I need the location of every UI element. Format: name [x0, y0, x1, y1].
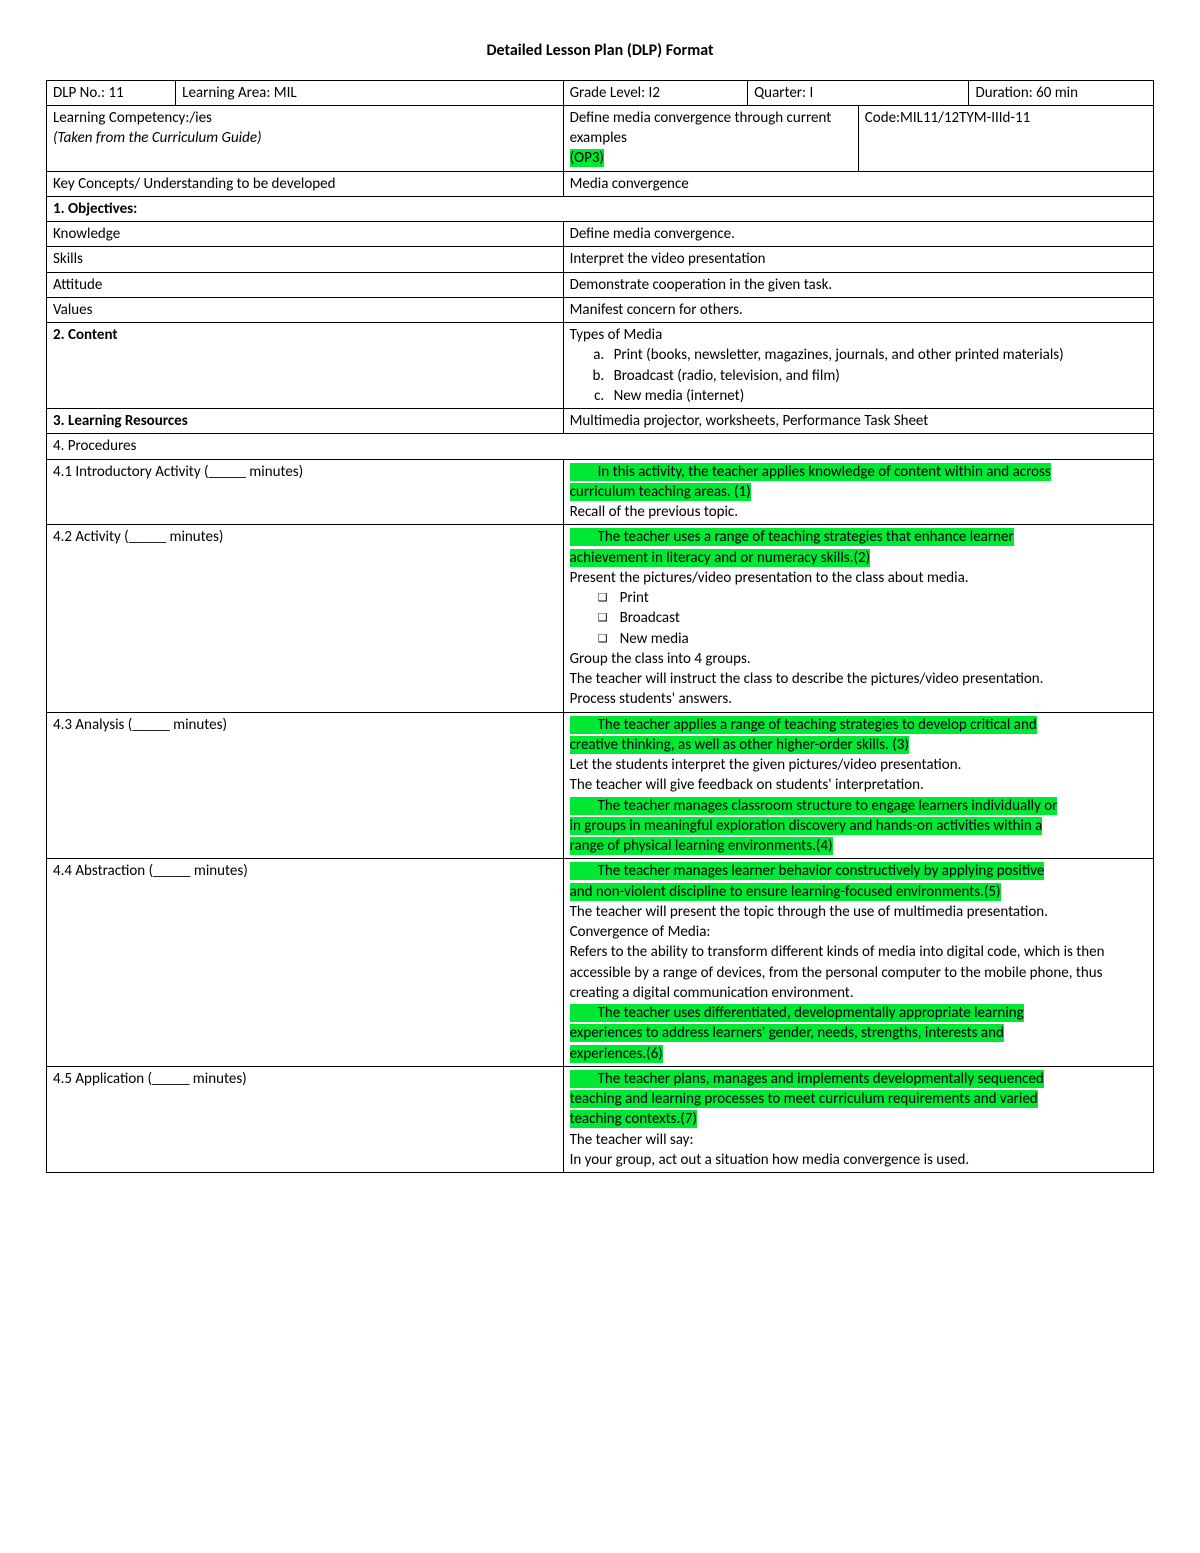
quarter: Quarter: I	[748, 80, 969, 105]
obj-skills-label: Skills	[47, 247, 564, 272]
proc-42-line2: Present the pictures/video presentation …	[570, 569, 969, 587]
proc-44-hl1a: The teacher manages learner behavior con…	[570, 862, 1045, 880]
proc-45-label: 4.5 Application (_____ minutes)	[47, 1066, 564, 1172]
proc-44-line2: The teacher will present the topic throu…	[570, 903, 1048, 921]
proc-44-body: The teacher manages learner behavior con…	[563, 859, 1153, 1067]
page-title: Detailed Lesson Plan (DLP) Format	[46, 40, 1154, 62]
proc-44-hl2b: experiences to address learners' gender,…	[570, 1024, 1004, 1042]
proc-41-hl1a: In this activity, the teacher applies kn…	[570, 463, 1051, 481]
proc-42-line3: Group the class into 4 groups.	[570, 650, 751, 668]
obj-knowledge-label: Knowledge	[47, 222, 564, 247]
content-c: New media (internet)	[608, 386, 1147, 406]
proc-44-label: 4.4 Abstraction (_____ minutes)	[47, 859, 564, 1067]
proc-43-hl2b: in groups in meaningful exploration disc…	[570, 817, 1043, 835]
code: Code:MIL11/12TYM-IIId-11	[858, 105, 1153, 171]
resources-val: Multimedia projector, worksheets, Perfor…	[563, 409, 1153, 434]
obj-skills-val: Interpret the video presentation	[563, 247, 1153, 272]
proc-43-hl2a: The teacher manages classroom structure …	[570, 797, 1058, 815]
learning-area: Learning Area: MIL	[176, 80, 563, 105]
proc-45-hl1a: The teacher plans, manages and implement…	[570, 1070, 1044, 1088]
proc-45-hl1b: teaching and learning processes to meet …	[570, 1090, 1038, 1108]
proc-45-body: The teacher plans, manages and implement…	[563, 1066, 1153, 1172]
grade-level: Grade Level: I2	[563, 80, 748, 105]
proc-44-line3: Convergence of Media:	[570, 923, 711, 941]
proc-43-line3: The teacher will give feedback on studen…	[570, 776, 924, 794]
duration: Duration: 60 min	[969, 80, 1154, 105]
proc-42-hl1a: The teacher uses a range of teaching str…	[570, 528, 1014, 546]
proc-41-hl1b: curriculum teaching areas. (1)	[570, 483, 751, 501]
key-concepts-val: Media convergence	[563, 171, 1153, 196]
proc-42-hl1b: achievement in literacy and or numeracy …	[570, 549, 871, 567]
proc-43-hl1a: The teacher applies a range of teaching …	[570, 716, 1037, 734]
proc-43-label: 4.3 Analysis (_____ minutes)	[47, 712, 564, 859]
proc-41-line2: Recall of the previous topic.	[570, 503, 738, 521]
dlp-no: DLP No.: 11	[47, 80, 176, 105]
competency-label-cell: Learning Competency:/ies (Taken from the…	[47, 105, 564, 171]
proc-42-b1: Print	[620, 588, 1147, 608]
dlp-table: DLP No.: 11 Learning Area: MIL Grade Lev…	[46, 80, 1154, 1174]
proc-45-line2: The teacher will say:	[570, 1131, 694, 1149]
proc-44-hl2c: experiences.(6)	[570, 1045, 663, 1063]
proc-43-hl2c: range of physical learning environments.…	[570, 837, 833, 855]
op3: (OP3)	[570, 149, 604, 167]
content-b: Broadcast (radio, television, and film)	[608, 366, 1147, 386]
obj-knowledge-val: Define media convergence.	[563, 222, 1153, 247]
proc-43-hl1b: creative thinking, as well as other high…	[570, 736, 909, 754]
proc-42-label: 4.2 Activity (_____ minutes)	[47, 525, 564, 712]
proc-44-hl2a: The teacher uses differentiated, develop…	[570, 1004, 1024, 1022]
proc-43-line2: Let the students interpret the given pic…	[570, 756, 962, 774]
competency-label: Learning Competency:/ies	[53, 109, 212, 127]
proc-41-label: 4.1 Introductory Activity (_____ minutes…	[47, 459, 564, 525]
proc-45-line3: In your group, act out a situation how m…	[570, 1151, 970, 1169]
proc-42-line5: Process students' answers.	[570, 690, 732, 708]
proc-42-b3: New media	[620, 629, 1147, 649]
content-a: Print (books, newsletter, magazines, jou…	[608, 345, 1147, 365]
proc-42-body: The teacher uses a range of teaching str…	[563, 525, 1153, 712]
objectives-heading: 1. Objectives:	[47, 196, 1154, 221]
obj-values-label: Values	[47, 297, 564, 322]
procedures-label: 4. Procedures	[47, 434, 1154, 459]
proc-44-hl1b: and non-violent discipline to ensure lea…	[570, 883, 1001, 901]
content-label: 2. Content	[47, 323, 564, 409]
competency-text: Define media convergence through current…	[570, 109, 832, 147]
proc-42-line4: The teacher will instruct the class to d…	[570, 670, 1044, 688]
resources-label: 3. Learning Resources	[47, 409, 564, 434]
competency-sub: (Taken from the Curriculum Guide)	[53, 129, 262, 147]
proc-45-hl1c: teaching contexts.(7)	[570, 1110, 697, 1128]
content-heading: Types of Media	[570, 326, 663, 344]
proc-44-line4: Refers to the ability to transform diffe…	[570, 943, 1105, 1002]
proc-42-b2: Broadcast	[620, 608, 1147, 628]
obj-attitude-label: Attitude	[47, 272, 564, 297]
key-concepts-label: Key Concepts/ Understanding to be develo…	[47, 171, 564, 196]
obj-attitude-val: Demonstrate cooperation in the given tas…	[563, 272, 1153, 297]
obj-values-val: Manifest concern for others.	[563, 297, 1153, 322]
competency-value-cell: Define media convergence through current…	[563, 105, 858, 171]
proc-43-body: The teacher applies a range of teaching …	[563, 712, 1153, 859]
proc-41-body: In this activity, the teacher applies kn…	[563, 459, 1153, 525]
content-cell: Types of Media Print (books, newsletter,…	[563, 323, 1153, 409]
